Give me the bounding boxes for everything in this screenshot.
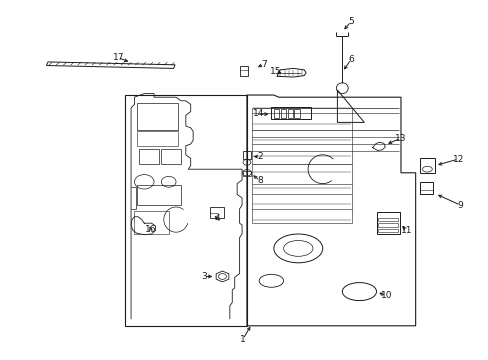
- Bar: [239, 66, 248, 76]
- Bar: [161, 149, 181, 164]
- Text: 7: 7: [261, 60, 266, 69]
- Text: 12: 12: [451, 154, 463, 163]
- Text: 8: 8: [257, 176, 263, 185]
- Bar: [243, 151, 250, 159]
- Text: 1: 1: [240, 335, 245, 343]
- Bar: [243, 171, 250, 176]
- Bar: [273, 109, 279, 118]
- Bar: [419, 158, 434, 173]
- Text: 3: 3: [201, 272, 207, 281]
- Text: 17: 17: [112, 53, 124, 62]
- Bar: [287, 109, 292, 118]
- Bar: [271, 107, 310, 119]
- Bar: [280, 109, 285, 118]
- Text: 4: 4: [214, 214, 220, 223]
- Text: 15: 15: [269, 67, 281, 76]
- Text: 2: 2: [257, 152, 263, 161]
- Bar: [137, 103, 178, 130]
- Text: 13: 13: [394, 134, 406, 143]
- Bar: [137, 131, 178, 146]
- Bar: [210, 207, 224, 218]
- Bar: [137, 185, 181, 205]
- Text: 5: 5: [347, 17, 353, 26]
- Bar: [294, 109, 299, 118]
- Bar: [377, 218, 397, 221]
- Text: 14: 14: [252, 109, 264, 118]
- Bar: [134, 211, 168, 234]
- Text: 16: 16: [144, 225, 156, 234]
- Bar: [139, 149, 159, 164]
- Bar: [377, 229, 397, 232]
- Text: 6: 6: [347, 55, 353, 64]
- Text: 9: 9: [457, 201, 463, 210]
- Bar: [377, 223, 397, 227]
- Bar: [124, 95, 246, 326]
- Bar: [419, 182, 432, 194]
- Bar: [376, 212, 399, 234]
- Text: 11: 11: [400, 226, 412, 235]
- Text: 10: 10: [380, 292, 391, 300]
